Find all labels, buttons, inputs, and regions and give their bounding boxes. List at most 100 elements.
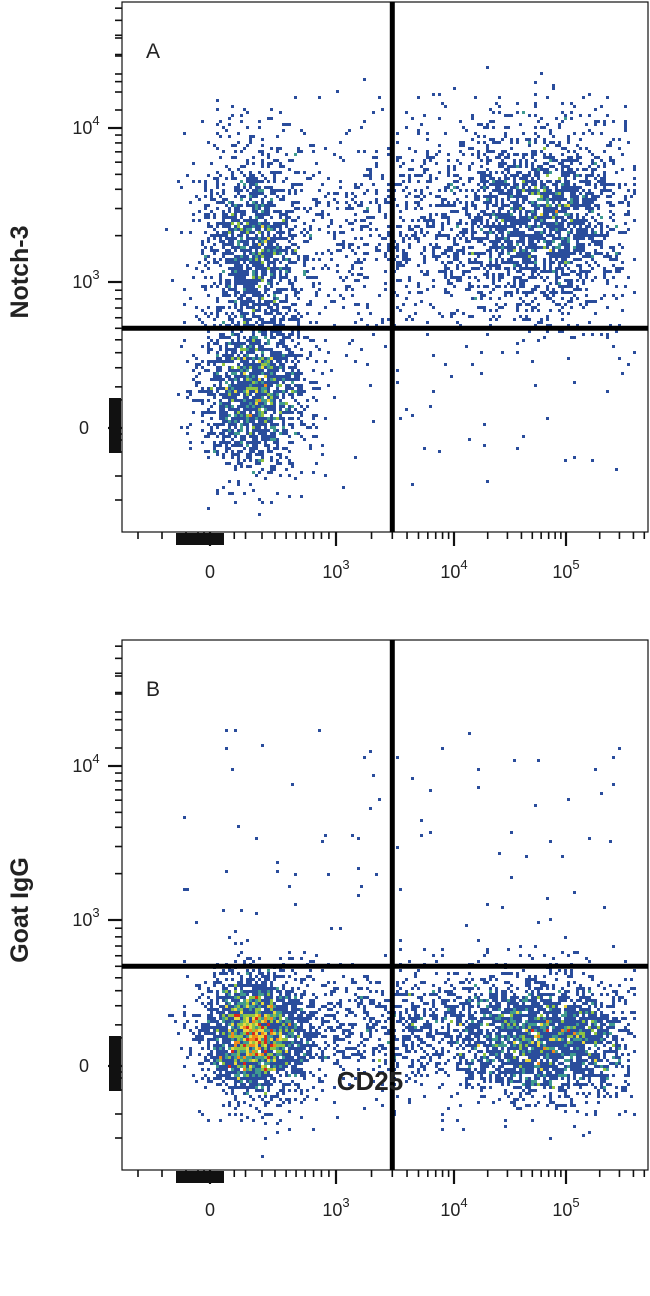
data-point [561,159,564,162]
data-point [258,297,261,300]
data-point [333,396,336,399]
data-point [384,255,387,258]
data-point [381,177,384,180]
data-point [249,978,252,981]
data-point [240,414,243,417]
data-point [507,210,510,213]
data-point [258,204,261,207]
data-point [228,1023,231,1026]
data-point [195,381,198,384]
data-point [279,456,282,459]
data-point [495,261,498,264]
data-point [345,255,348,258]
data-point [204,186,207,189]
data-point [246,1014,249,1017]
data-point [261,270,264,273]
data-point [468,285,471,288]
data-point [195,375,198,378]
data-point [291,204,294,207]
data-point [531,165,534,168]
data-point [543,168,546,171]
data-point [216,1053,219,1056]
data-point [249,249,252,252]
data-point [240,1080,243,1083]
data-point [561,267,564,270]
data-point [609,324,612,327]
data-point [255,363,258,366]
data-point [552,300,555,303]
data-point [213,378,216,381]
data-point [222,984,225,987]
data-point [258,357,261,360]
data-point [387,225,390,228]
data-point [252,1050,255,1053]
data-point [429,177,432,180]
data-point [270,381,273,384]
data-point [480,261,483,264]
data-point [318,282,321,285]
data-point [573,105,576,108]
data-point [489,240,492,243]
data-point [246,375,249,378]
data-point [279,231,282,234]
data-point [252,219,255,222]
data-point [540,231,543,234]
data-point [258,420,261,423]
data-point [225,1062,228,1065]
data-point [486,204,489,207]
data-point [252,240,255,243]
data-point [444,216,447,219]
data-point [402,303,405,306]
data-point [303,258,306,261]
data-point [204,1026,207,1029]
data-point [294,378,297,381]
data-point [264,342,267,345]
data-point [453,186,456,189]
data-point [222,189,225,192]
data-point [255,279,258,282]
data-point [525,180,528,183]
data-point [567,165,570,168]
data-point [633,351,636,354]
data-point [570,300,573,303]
y-axis-ticks [108,7,122,501]
data-point [222,270,225,273]
data-point [225,441,228,444]
data-point [264,381,267,384]
data-point [249,1050,252,1053]
data-point [474,252,477,255]
data-point [381,237,384,240]
data-point [570,162,573,165]
data-point [252,1029,255,1032]
data-point [564,204,567,207]
data-point [495,213,498,216]
data-point [531,162,534,165]
data-point [288,231,291,234]
data-point [591,267,594,270]
data-point [264,360,267,363]
data-point [531,261,534,264]
data-point [312,999,315,1002]
data-point [219,360,222,363]
data-point [216,312,219,315]
data-point [270,336,273,339]
data-point [216,234,219,237]
data-point [207,423,210,426]
data-point [210,393,213,396]
data-point [306,255,309,258]
data-point [345,285,348,288]
data-point [525,303,528,306]
data-point [564,246,567,249]
data-point [246,288,249,291]
data-point [234,210,237,213]
data-point [531,243,534,246]
data-point [240,942,243,945]
data-point [603,162,606,165]
data-point [543,336,546,339]
data-point [543,261,546,264]
data-point [219,387,222,390]
data-point [243,1038,246,1041]
data-point [279,225,282,228]
data-point [624,222,627,225]
data-point [312,219,315,222]
